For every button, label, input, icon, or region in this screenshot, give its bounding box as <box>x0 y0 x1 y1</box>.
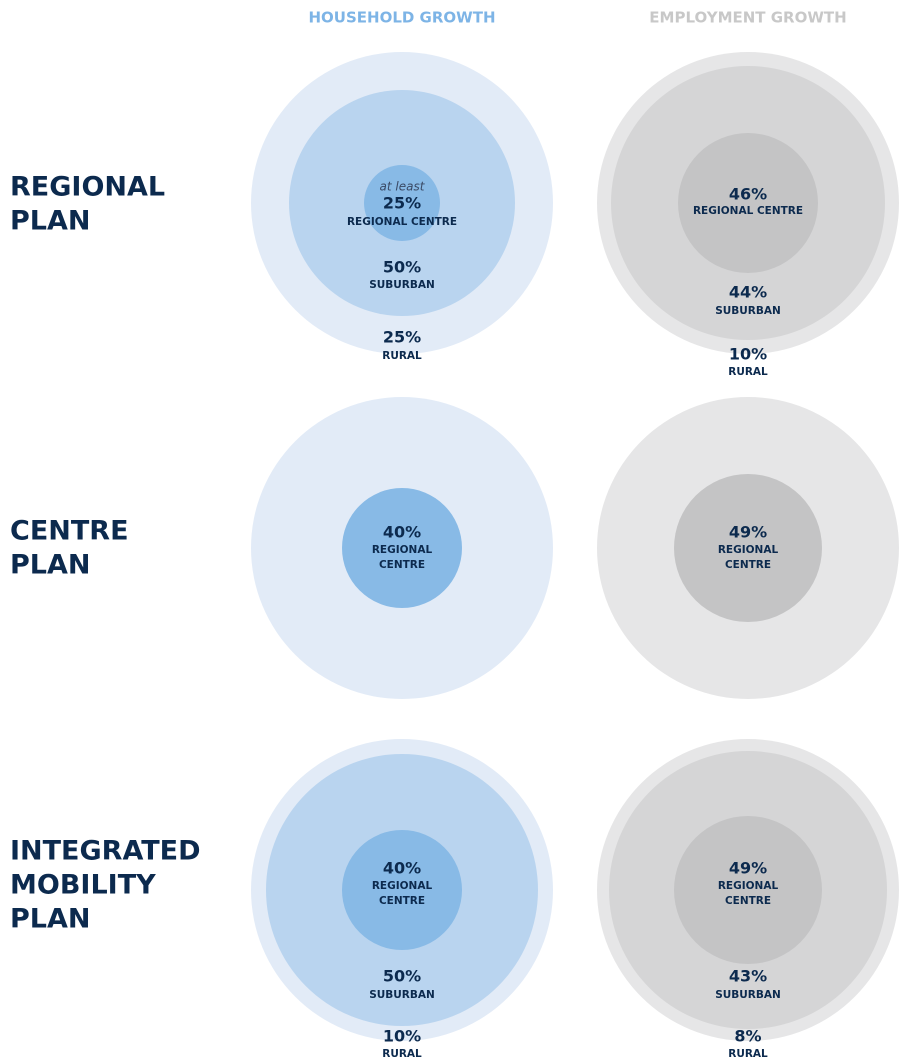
share-value: 10% <box>383 1027 421 1046</box>
area-label: CENTRE <box>379 559 425 571</box>
ring <box>364 165 440 241</box>
ring <box>674 474 822 622</box>
row-title: MOBILITY <box>10 870 156 901</box>
area-label: SUBURBAN <box>715 989 781 1001</box>
area-label: REGIONAL <box>718 880 779 892</box>
area-label: CENTRE <box>379 895 425 907</box>
area-label: SUBURBAN <box>715 305 781 317</box>
area-label: REGIONAL CENTRE <box>347 216 457 228</box>
area-label: REGIONAL <box>718 544 779 556</box>
share-value: 10% <box>729 345 767 364</box>
row-title: CENTRE <box>10 516 129 547</box>
ring <box>678 133 818 273</box>
share-value: 49% <box>729 523 767 542</box>
row-title: PLAN <box>10 550 91 581</box>
ring <box>342 488 462 608</box>
share-value: 25% <box>383 194 421 213</box>
area-label: SUBURBAN <box>369 279 435 291</box>
area-label: REGIONAL <box>372 880 433 892</box>
area-label: CENTRE <box>725 895 771 907</box>
area-label: RURAL <box>728 1048 768 1060</box>
area-label: CENTRE <box>725 559 771 571</box>
column-header: EMPLOYMENT GROWTH <box>649 9 846 27</box>
share-value: 40% <box>383 859 421 878</box>
area-label: SUBURBAN <box>369 989 435 1001</box>
share-value: 46% <box>729 185 767 204</box>
share-value: 40% <box>383 523 421 542</box>
column-header: HOUSEHOLD GROWTH <box>308 9 495 27</box>
share-value: 43% <box>729 967 767 986</box>
share-value: 50% <box>383 967 421 986</box>
area-label: RURAL <box>382 350 422 362</box>
ring <box>674 816 822 964</box>
row-title: PLAN <box>10 904 91 935</box>
area-label: RURAL <box>728 366 768 378</box>
share-value: 50% <box>383 258 421 277</box>
share-value: 25% <box>383 328 421 347</box>
area-label: RURAL <box>382 1048 422 1060</box>
row-title: INTEGRATED <box>10 836 201 867</box>
ring <box>342 830 462 950</box>
note: at least <box>380 180 426 194</box>
share-value: 49% <box>729 859 767 878</box>
area-label: REGIONAL <box>372 544 433 556</box>
share-value: 8% <box>734 1027 761 1046</box>
share-value: 44% <box>729 283 767 302</box>
area-label: REGIONAL CENTRE <box>693 205 803 217</box>
row-title: REGIONAL <box>10 172 165 203</box>
row-title: PLAN <box>10 206 91 237</box>
